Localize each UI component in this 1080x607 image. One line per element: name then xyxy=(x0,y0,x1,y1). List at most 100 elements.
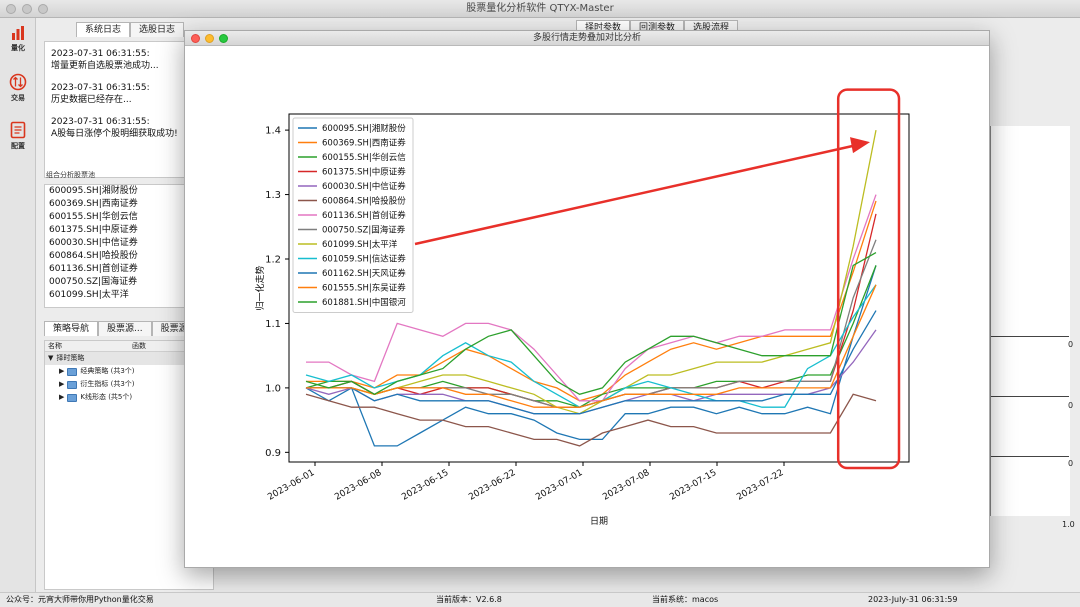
legend-box xyxy=(292,117,414,313)
pool-item[interactable]: 600155.SH|华创云信 xyxy=(49,212,138,222)
legend-label: 601136.SH|首创证券 xyxy=(322,210,406,221)
pool-item[interactable]: 600095.SH|湘财股份 xyxy=(49,186,138,196)
legend-label: 601881.SH|中国银河 xyxy=(322,297,406,308)
bg-tick: 0 xyxy=(1068,401,1074,410)
pool-item[interactable]: 601375.SH|中原证券 xyxy=(49,225,138,235)
close-window-button[interactable] xyxy=(6,4,16,14)
nav-trade-label: 交易 xyxy=(11,94,25,102)
tree-node[interactable]: ▶ 经典策略 (共3个) xyxy=(45,365,213,378)
tab-system-log[interactable]: 系统日志 xyxy=(76,22,131,37)
legend-label: 000750.SZ|国海证券 xyxy=(322,225,406,236)
pool-item[interactable]: 601136.SH|首创证券 xyxy=(49,264,138,274)
app-titlebar: 股票量化分析软件 QTYX-Master xyxy=(0,0,1080,18)
app-title: 股票量化分析软件 QTYX-Master xyxy=(466,3,614,14)
legend-label: 601162.SH|天风证券 xyxy=(322,268,406,279)
legend-label: 600369.SH|西南证券 xyxy=(322,138,406,149)
pool-item[interactable]: 600030.SH|中信证券 xyxy=(49,238,138,248)
nav-config-button[interactable]: 配置 xyxy=(2,118,34,158)
tree-root[interactable]: ▼ 择时策略 xyxy=(45,352,213,365)
x-tick-label: 2023-06-15 xyxy=(400,468,450,503)
modal-minimize-button[interactable] xyxy=(205,34,214,43)
x-tick-label: 2023-06-01 xyxy=(266,468,316,503)
modal-title: 多股行情走势叠加对比分析 xyxy=(532,33,641,43)
plot-divider xyxy=(991,456,1069,457)
nav-quant-button[interactable]: 量化 xyxy=(2,22,34,62)
tree-body: ▼ 择时策略 ▶ 经典策略 (共3个) ▶ 衍生指标 (共3个) ▶ K线形态 (共5个… xyxy=(45,352,213,404)
annotation-arrow xyxy=(414,144,853,246)
y-tick-label: 0.9 xyxy=(265,448,281,459)
modal-titlebar[interactable]: 多股行情走势叠加对比分析 xyxy=(185,31,989,46)
y-tick-label: 1.3 xyxy=(265,190,281,201)
log-entry: 2023-07-31 06:31:55: A股每日涨停个股明细获取成功! xyxy=(51,116,207,140)
series-line xyxy=(305,393,877,447)
y-tick-label: 1.2 xyxy=(265,255,281,266)
collapse-arrow-icon: ▶ xyxy=(59,367,65,375)
y-tick-label: 1.1 xyxy=(265,319,281,330)
log-tabs: 系统日志 选股日志 xyxy=(76,22,185,37)
pool-item[interactable]: 601099.SH|太平洋 xyxy=(49,290,129,300)
arrowhead-icon xyxy=(850,137,870,154)
series-line xyxy=(306,194,877,402)
bg-tick: 1.0 xyxy=(1062,520,1075,529)
modal-window-controls xyxy=(191,34,228,43)
collapse-arrow-icon: ▶ xyxy=(59,380,65,388)
status-time: 2023-July-31 06:31:59 xyxy=(868,595,958,604)
pool-item[interactable]: 600369.SH|西南证券 xyxy=(49,199,138,209)
tree-node-label: 衍生指标 (共3个) xyxy=(80,380,135,388)
header-name: 名称 xyxy=(48,342,62,350)
pool-item[interactable]: 000750.SZ|国海证券 xyxy=(49,277,138,287)
folder-icon xyxy=(67,380,78,389)
strategy-tabs: 策略导航 股票源... 股票源 xyxy=(44,321,197,336)
status-wechat: 公众号：元宵大师带你用Python量化交易 xyxy=(6,595,154,604)
nav-quant-label: 量化 xyxy=(11,44,25,52)
tab-strategy-nav[interactable]: 策略导航 xyxy=(44,321,99,336)
log-text: 增量更新自选股票池成功... xyxy=(51,61,159,71)
tree-node-label: K线形态 (共5个) xyxy=(80,393,133,401)
tab-selection-log[interactable]: 选股日志 xyxy=(130,22,185,37)
x-tick-label: 2023-07-01 xyxy=(534,468,584,503)
x-axis-label: 日期 xyxy=(590,516,608,527)
log-time: 2023-07-31 06:31:55: xyxy=(51,117,150,127)
status-system: 当前系统：macos xyxy=(652,595,719,604)
comparison-window[interactable]: 多股行情走势叠加对比分析 0.9 1.0 1.1 1.2 1.3 1.4 2023-06-0… xyxy=(184,30,990,568)
x-tick-label: 2023-07-15 xyxy=(668,468,718,503)
legend-label: 601059.SH|信达证券 xyxy=(322,254,406,265)
legend-label: 600155.SH|华创云信 xyxy=(322,152,406,163)
legend-label: 601099.SH|太平洋 xyxy=(322,239,398,250)
highlight-box xyxy=(836,88,901,470)
plot-divider xyxy=(991,396,1069,397)
tree-node[interactable]: ▶ K线形态 (共5个) xyxy=(45,391,213,404)
left-nav: 量化 交易 配置 xyxy=(0,18,36,592)
series-line xyxy=(306,310,877,415)
bg-tick: 0 xyxy=(1068,459,1074,468)
pool-item[interactable]: 600864.SH|哈投股份 xyxy=(49,251,138,261)
y-tick-label: 1.0 xyxy=(265,383,281,394)
window-controls xyxy=(6,4,48,14)
modal-close-button[interactable] xyxy=(191,34,200,43)
tree-root-label: 择时策略 xyxy=(56,354,85,362)
nav-trade-button[interactable]: 交易 xyxy=(2,70,34,110)
header-func: 函数 xyxy=(132,342,146,350)
series-line xyxy=(306,200,877,402)
y-tick-label: 1.4 xyxy=(265,126,281,137)
modal-zoom-button[interactable] xyxy=(219,34,228,43)
expand-arrow-icon: ▼ xyxy=(48,354,54,362)
legend-label: 600864.SH|哈投股份 xyxy=(322,196,406,207)
minimize-window-button[interactable] xyxy=(22,4,32,14)
x-tick-label: 2023-06-08 xyxy=(333,468,384,503)
log-entry: 2023-07-31 06:31:55: 增量更新自选股票池成功... xyxy=(51,48,207,72)
nav-config-label: 配置 xyxy=(11,142,25,150)
bg-tick: 0 xyxy=(1068,340,1074,349)
x-tick-label: 2023-06-22 xyxy=(467,468,517,503)
series-line xyxy=(306,129,877,415)
zoom-window-button[interactable] xyxy=(38,4,48,14)
document-icon xyxy=(10,121,26,139)
collapse-arrow-icon: ▶ xyxy=(59,393,65,401)
background-plot xyxy=(990,126,1070,516)
log-time: 2023-07-31 06:31:55: xyxy=(51,83,150,93)
status-bar: 公众号：元宵大师带你用Python量化交易 当前版本：V2.6.8 当前系统：m… xyxy=(0,592,1080,607)
line-chart: 0.9 1.0 1.1 1.2 1.3 1.4 2023-06-01 2023-06-08 20… xyxy=(254,88,910,527)
series-line xyxy=(305,252,877,396)
tab-stock-source-1[interactable]: 股票源... xyxy=(98,321,152,336)
tree-node[interactable]: ▶ 衍生指标 (共3个) xyxy=(45,378,213,391)
